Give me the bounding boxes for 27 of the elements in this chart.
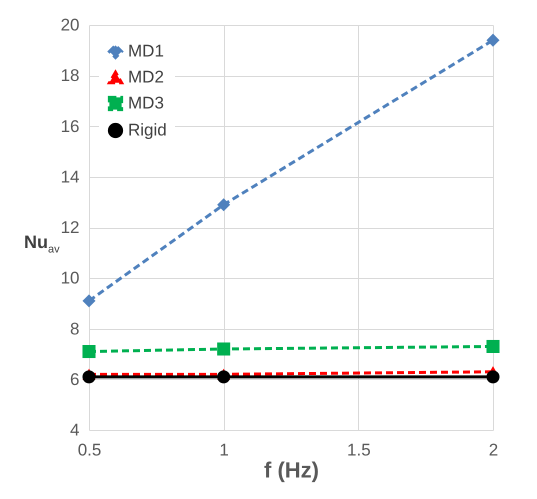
x-tick-label: 0.5 — [78, 440, 102, 460]
point — [217, 198, 230, 212]
legend-label: Rigid — [128, 120, 167, 140]
y-tick-label: 18 — [60, 66, 80, 86]
point — [82, 370, 96, 384]
x-axis-title: f (Hz) — [264, 458, 319, 482]
y-axis-title: Nu$_{av}$ — [24, 232, 60, 256]
legend-label: MD1 — [128, 42, 164, 60]
y-tick-label: 6 — [70, 370, 80, 389]
point — [217, 342, 230, 356]
point — [486, 340, 500, 353]
x-tick-label: 1.5 — [347, 440, 371, 460]
legend-label: MD2 — [128, 68, 164, 86]
legend-label: MD3 — [128, 94, 164, 112]
y-tick-label: 16 — [60, 116, 80, 136]
y-tick-label: 10 — [60, 268, 80, 288]
x-tick-label: 2 — [488, 440, 498, 460]
y-tick-label: 8 — [70, 319, 80, 338]
y-tick-label: 12 — [60, 218, 80, 237]
point — [486, 34, 500, 47]
x-tick-label: 1 — [219, 440, 229, 460]
y-tick-label: 14 — [60, 167, 80, 186]
point — [82, 294, 96, 308]
y-tick-label: 4 — [70, 420, 80, 440]
y-tick-label: 20 — [60, 16, 80, 34]
point — [217, 370, 230, 384]
point — [82, 345, 96, 358]
